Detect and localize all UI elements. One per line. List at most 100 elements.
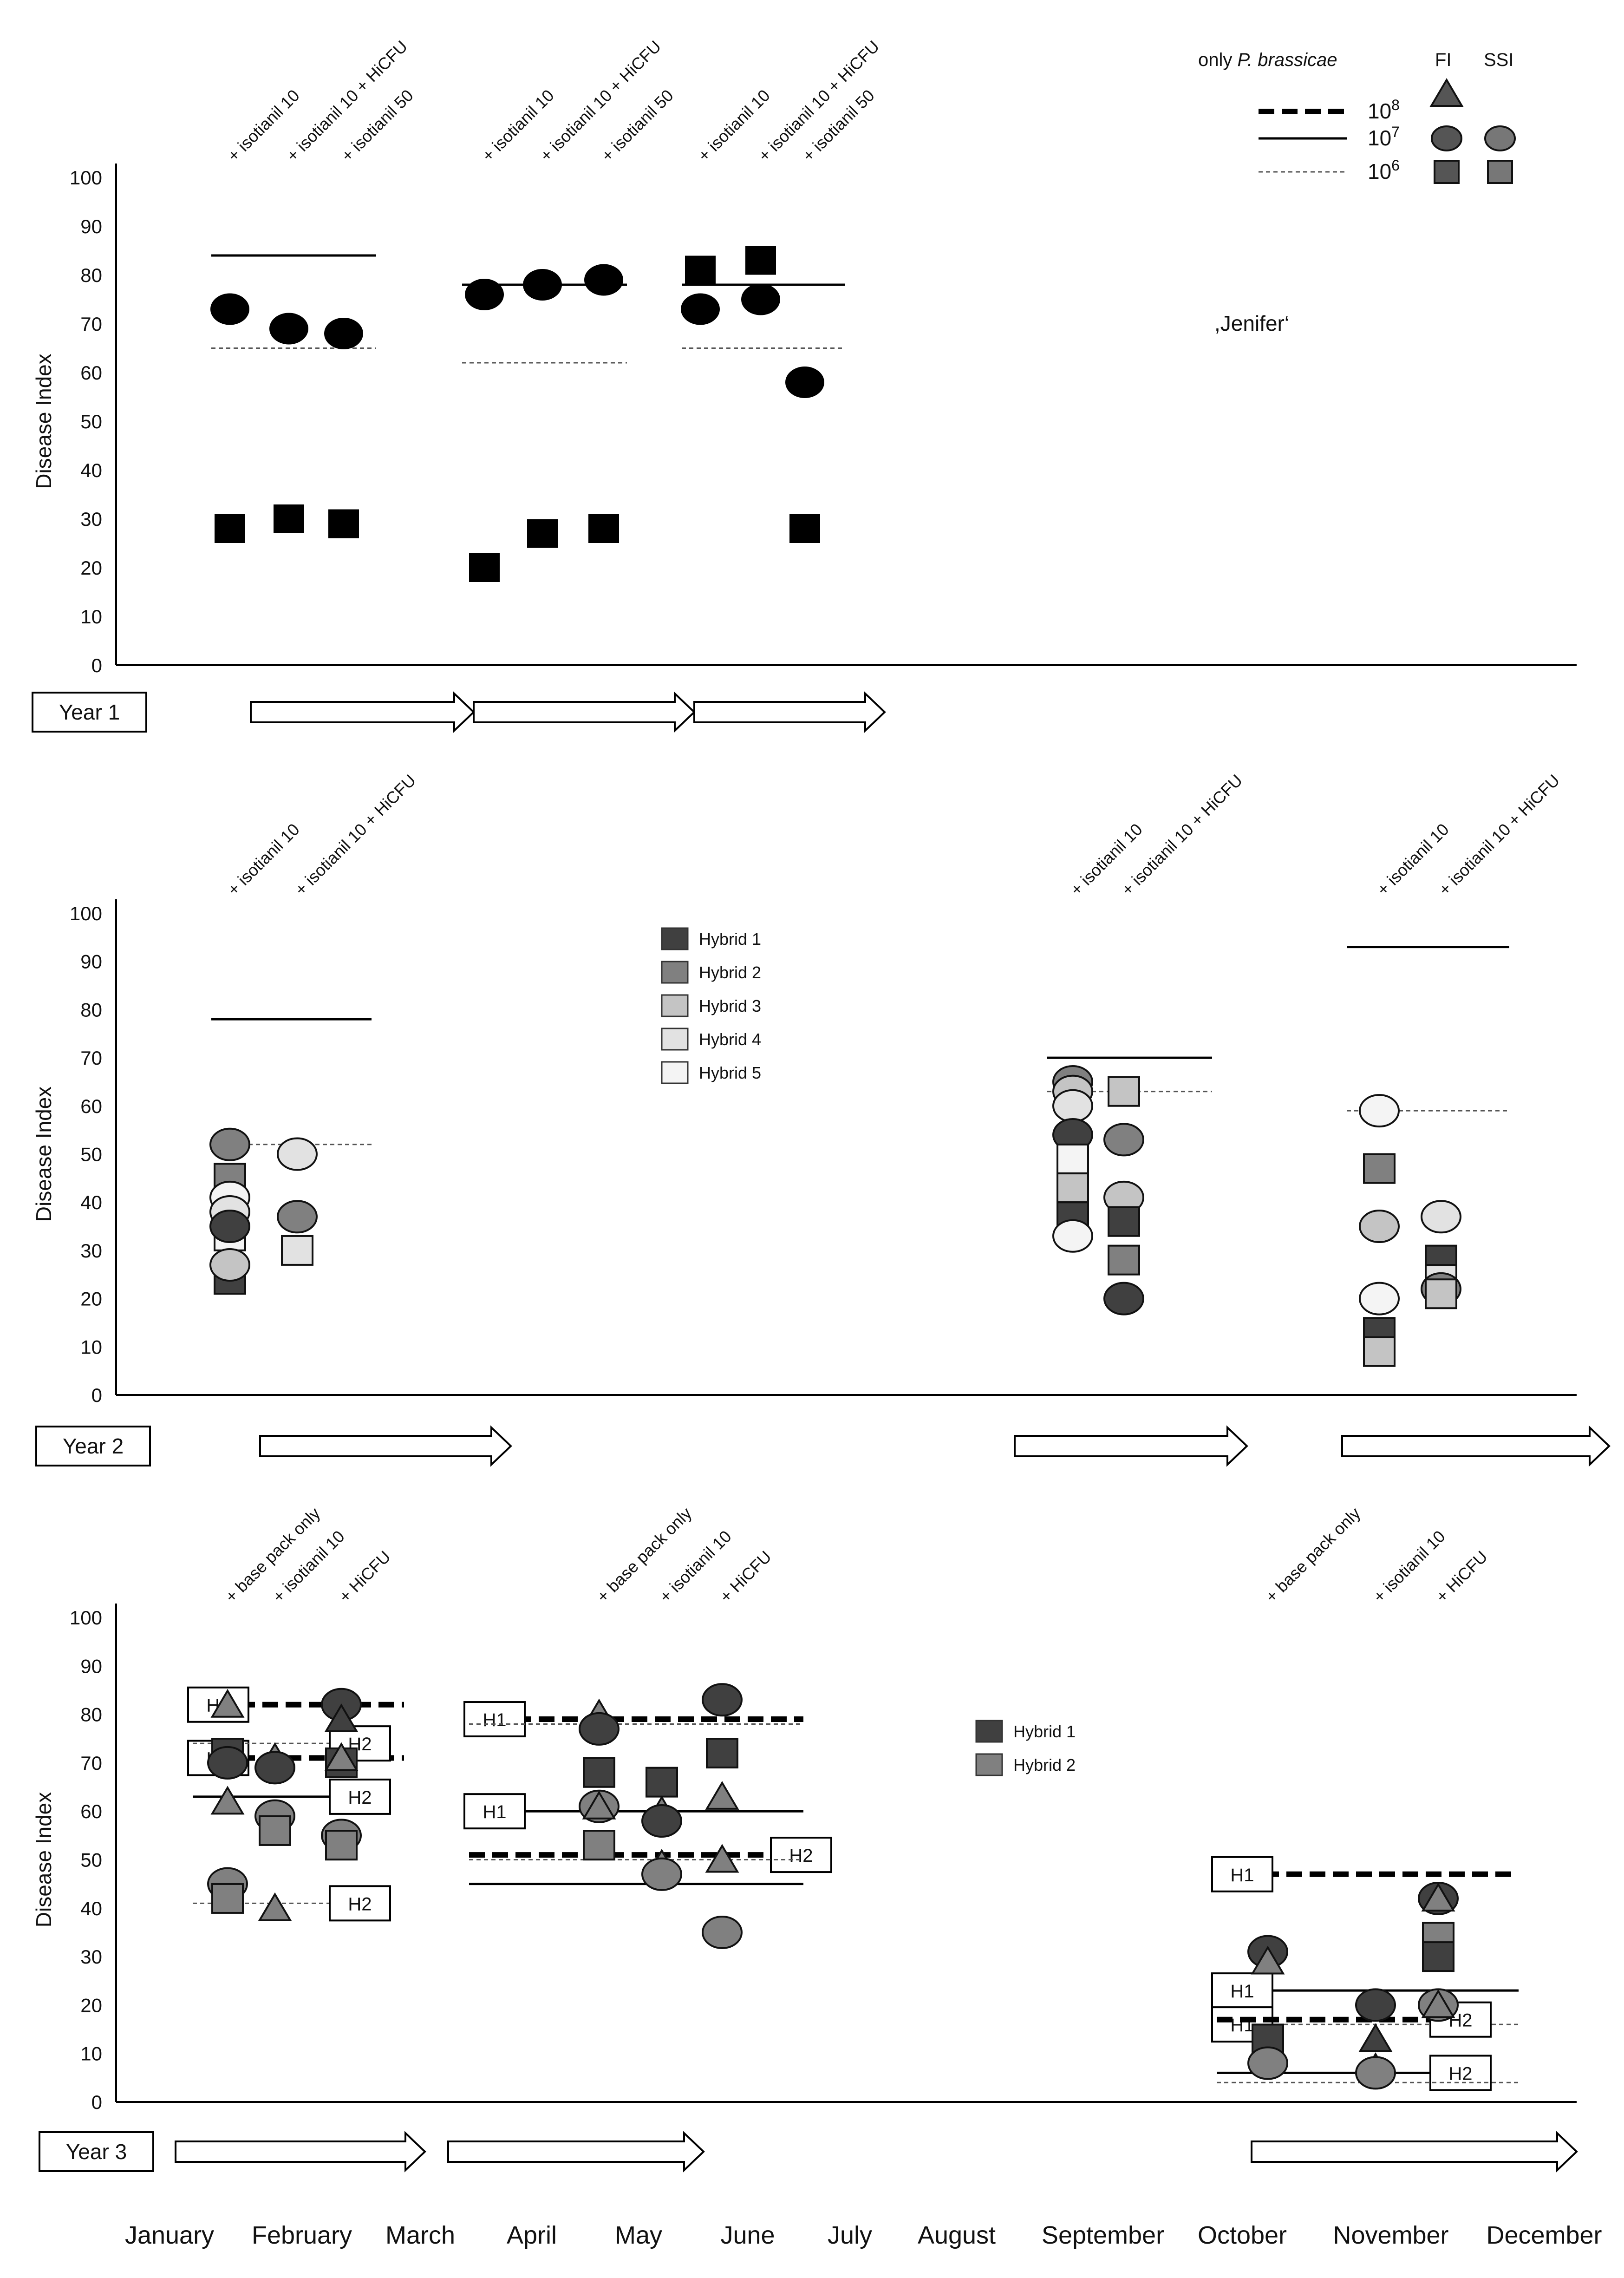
timeline-arrow bbox=[259, 1425, 512, 1467]
y-tick-label: 60 bbox=[80, 1800, 102, 1822]
data-point-square bbox=[745, 246, 776, 275]
tag-label: H1 bbox=[483, 1710, 506, 1730]
timeline-arrow bbox=[1341, 1425, 1611, 1467]
legend-col-ssi: SSI bbox=[1484, 50, 1513, 70]
data-point-circle bbox=[681, 293, 720, 325]
data-point-circle bbox=[741, 283, 780, 315]
data-point-circle bbox=[1103, 1123, 1144, 1157]
y-tick-label: 60 bbox=[80, 1095, 102, 1117]
y-tick-label: 70 bbox=[80, 313, 102, 335]
timeline-arrow bbox=[473, 691, 696, 733]
y-axis-label: Disease Index bbox=[32, 1087, 56, 1222]
hybrid-reference-tag: H1 bbox=[1211, 1856, 1273, 1892]
data-point-square bbox=[274, 504, 304, 533]
treatment-label: + base pack only bbox=[1262, 1504, 1364, 1606]
month-label: July bbox=[828, 2221, 872, 2249]
data-point-square bbox=[1425, 1278, 1457, 1309]
y-tick-label: 40 bbox=[80, 1191, 102, 1213]
legend-ssi-marker bbox=[1484, 125, 1516, 151]
timeline-arrow bbox=[1251, 2131, 1578, 2173]
hybrid-reference-tag: H1 bbox=[463, 1793, 526, 1830]
data-point-square bbox=[1108, 1206, 1140, 1237]
legend-fi-marker bbox=[1429, 78, 1464, 107]
data-point-square bbox=[1057, 1143, 1089, 1174]
data-point-square bbox=[789, 514, 820, 543]
tag-box bbox=[770, 1837, 832, 1873]
month-axis: January February March April May June July Augu… bbox=[125, 2221, 1602, 2249]
y-tick-label: 90 bbox=[80, 951, 102, 973]
y-tick-label: 80 bbox=[80, 1704, 102, 1726]
data-point-square bbox=[588, 514, 619, 543]
legend-row: 107 bbox=[1259, 124, 1516, 151]
timeline-1: Year 1 bbox=[32, 691, 886, 733]
month-label: June bbox=[720, 2221, 775, 2249]
y-tick-label: 10 bbox=[80, 606, 102, 628]
data-point-circle bbox=[1421, 1200, 1461, 1234]
treatment-group-june: + isotianil 10+ isotianil 10 + HiCFU+ is… bbox=[681, 37, 883, 543]
timeline-arrow bbox=[250, 691, 475, 733]
hybrid-reference-tag: H1 bbox=[463, 1701, 526, 1738]
timeline-arrow bbox=[175, 2131, 426, 2173]
data-point-square bbox=[1363, 1153, 1396, 1184]
y-tick-label: 100 bbox=[70, 1607, 102, 1629]
data-point-triangle bbox=[582, 1790, 616, 1820]
year-label: Year 1 bbox=[59, 700, 120, 724]
data-point-circle bbox=[210, 293, 249, 325]
legend-label: 107 bbox=[1368, 124, 1400, 150]
chart-panel-1: 0 10 20 30 40 50 60 70 80 90 100 Disease Index + iso… bbox=[32, 37, 1577, 676]
hybrid-legend-swatch bbox=[661, 1028, 689, 1051]
hybrid-legend-label: Hybrid 2 bbox=[699, 963, 761, 982]
treatment-group-february: + isotianil 10+ isotianil 10 + HiCFU bbox=[209, 771, 419, 1295]
data-point-circle bbox=[1355, 2056, 1396, 2090]
data-point-square bbox=[1108, 1244, 1140, 1276]
tag-box bbox=[329, 1885, 391, 1922]
hybrid-legend-label: Hybrid 3 bbox=[699, 996, 761, 1015]
tag-label: H1 bbox=[1230, 1981, 1254, 2002]
data-point-circle bbox=[1247, 2046, 1288, 2080]
data-point-circle bbox=[702, 1915, 743, 1949]
timeline-arrow bbox=[693, 691, 886, 733]
tag-box bbox=[1429, 2055, 1492, 2091]
data-point-circle bbox=[277, 1200, 318, 1234]
treatment-group-may: + base pack only+ isotianil 10+ HiCFUH1H… bbox=[463, 1504, 832, 1949]
tag-box bbox=[1211, 1856, 1273, 1892]
data-point-triangle bbox=[324, 1742, 359, 1771]
tag-box bbox=[463, 1701, 526, 1738]
month-label: November bbox=[1333, 2221, 1448, 2249]
data-point-circle bbox=[584, 264, 623, 296]
data-point-circle bbox=[523, 269, 562, 301]
tag-label: H2 bbox=[789, 1846, 813, 1866]
hybrid-legend-swatch bbox=[975, 1720, 1003, 1743]
treatment-label: + isotianil 10 bbox=[224, 819, 303, 899]
y-tick-label: 20 bbox=[80, 557, 102, 579]
treatment-label: + HiCFU bbox=[1432, 1547, 1491, 1606]
year-box bbox=[32, 692, 147, 733]
tag-label: H2 bbox=[348, 1894, 372, 1914]
tag-label: H2 bbox=[1448, 2063, 1472, 2084]
y-tick-label: 70 bbox=[80, 1752, 102, 1774]
data-point-triangle bbox=[324, 1703, 359, 1733]
data-point-square bbox=[583, 1830, 615, 1861]
y-tick-label: 90 bbox=[80, 1655, 102, 1677]
data-point-triangle bbox=[1421, 1883, 1455, 1911]
month-label: October bbox=[1198, 2221, 1287, 2249]
data-point-square bbox=[527, 519, 558, 548]
treatment-group-november: + isotianil 10+ isotianil 10 + HiCFU bbox=[1347, 771, 1564, 1367]
data-point-circle bbox=[465, 279, 504, 310]
hybrid-reference-tag: H2 bbox=[329, 1778, 391, 1815]
treatment-group-april: + isotianil 10+ isotianil 10 + HiCFU+ is… bbox=[462, 37, 677, 582]
data-point-circle bbox=[785, 367, 824, 398]
year-label: Year 3 bbox=[66, 2140, 127, 2164]
timeline-2: Year 2 bbox=[35, 1425, 1611, 1467]
data-point-circle bbox=[1359, 1210, 1400, 1244]
data-point-circle bbox=[1359, 1094, 1400, 1128]
y-axis-label: Disease Index bbox=[32, 353, 56, 489]
hybrid-legend-swatch bbox=[661, 961, 689, 984]
data-point-square bbox=[1057, 1172, 1089, 1204]
treatment-group-february: + base pack only+ isotianil 10+ HiCFUH1H… bbox=[187, 1504, 404, 1922]
year-box bbox=[35, 1426, 151, 1466]
cultivar-label: ,Jenifer‘ bbox=[1214, 311, 1289, 335]
treatment-label: + isotianil 10 + HiCFU bbox=[1435, 771, 1564, 899]
data-point-triangle bbox=[1421, 1989, 1455, 2018]
timeline-arrow bbox=[447, 2131, 705, 2173]
